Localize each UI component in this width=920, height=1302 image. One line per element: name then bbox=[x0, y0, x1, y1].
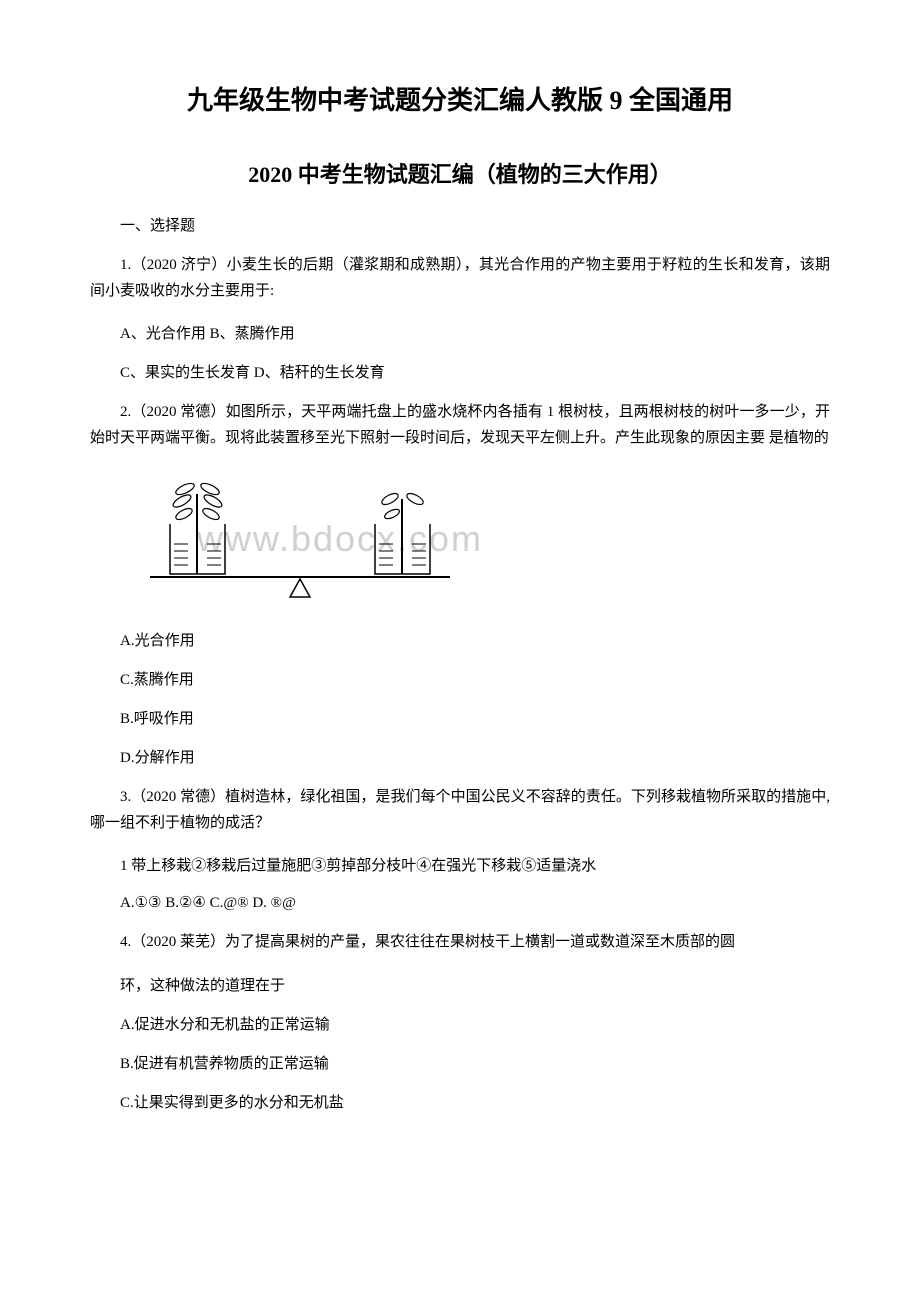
q1-text: 1.（2020 济宁）小麦生长的后期（灌浆期和成熟期），其光合作用的产物主要用于… bbox=[90, 253, 830, 304]
right-beaker bbox=[375, 491, 430, 574]
q3-options: A.①③ B.②④ C.@® D. ®@ bbox=[90, 893, 830, 912]
section-header: 一、选择题 bbox=[90, 214, 830, 235]
q2-option-a: A.光合作用 bbox=[90, 629, 830, 650]
q2-option-b: B.呼吸作用 bbox=[90, 707, 830, 728]
q4-option-c: C.让果实得到更多的水分和无机盐 bbox=[90, 1091, 830, 1112]
q4-text2: 环，这种做法的道理在于 bbox=[90, 974, 830, 995]
document-subtitle: 2020 中考生物试题汇编（植物的三大作用） bbox=[90, 157, 830, 189]
balance-figure: www.bdocx.com bbox=[130, 469, 550, 609]
q4-option-b: B.促进有机营养物质的正常运输 bbox=[90, 1052, 830, 1073]
left-beaker bbox=[170, 481, 225, 574]
q2-option-d: D.分解作用 bbox=[90, 746, 830, 767]
q3-text: 3.（2020 常德）植树造林，绿化祖国，是我们每个中国公民义不容辞的责任。下列… bbox=[90, 785, 830, 836]
q3-items: 1 带上移栽②移栽后过量施肥③剪掉部分枝叶④在强光下移栽⑤适量浇水 bbox=[90, 854, 830, 875]
balance-diagram-svg bbox=[130, 469, 550, 609]
q4-option-a: A.促进水分和无机盐的正常运输 bbox=[90, 1013, 830, 1034]
document-title: 九年级生物中考试题分类汇编人教版 9 全国通用 bbox=[90, 80, 830, 117]
q1-options-cd: C、果实的生长发育 D、秸秆的生长发育 bbox=[90, 361, 830, 382]
q1-options-ab: A、光合作用 B、蒸腾作用 bbox=[90, 322, 830, 343]
q4-text: 4.（2020 莱芜）为了提高果树的产量，果农往往在果树枝干上横割一道或数道深至… bbox=[90, 930, 830, 956]
q2-option-c: C.蒸腾作用 bbox=[90, 668, 830, 689]
q2-text: 2.（2020 常德）如图所示，天平两端托盘上的盛水烧杯内各插有 1 根树枝，且… bbox=[90, 400, 830, 451]
